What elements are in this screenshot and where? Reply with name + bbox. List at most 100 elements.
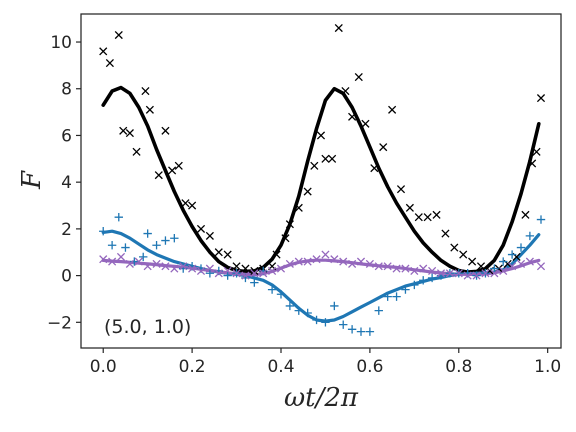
data-point (196, 224, 206, 233)
x-tick-label: 0.0 (90, 357, 117, 377)
data-point (312, 255, 321, 264)
x-axis: 0.0 0.2 0.4 0.6 0.8 1.0 (90, 348, 561, 377)
data-point (125, 259, 134, 268)
data-point (241, 264, 250, 273)
data-point (181, 199, 190, 208)
data-point (268, 266, 277, 275)
data-point (441, 229, 450, 238)
data-point (365, 259, 374, 268)
data-point (99, 227, 108, 236)
data-point (508, 262, 517, 271)
data-point (250, 269, 259, 278)
data-point (374, 306, 383, 315)
data-point (154, 171, 163, 180)
annotation-label: (5.0, 1.0) (104, 316, 191, 338)
data-point (99, 255, 108, 264)
data-point (108, 257, 117, 266)
data-point (267, 285, 277, 294)
data-point (476, 262, 486, 271)
data-point (472, 271, 481, 280)
data-point (348, 259, 357, 268)
data-point (214, 248, 223, 257)
data-point (536, 215, 546, 224)
data-point (414, 213, 423, 222)
data-point (423, 213, 432, 222)
data-point (205, 269, 215, 278)
data-point (507, 250, 517, 259)
data-point (401, 264, 410, 273)
data-point (521, 210, 530, 219)
y-tick-label: 6 (61, 126, 72, 146)
data-point (354, 73, 363, 82)
data-point (303, 187, 312, 196)
data-point (170, 264, 179, 273)
data-point (356, 257, 366, 266)
y-axis-label: F (17, 170, 47, 190)
data-point (114, 30, 123, 40)
data-point (432, 210, 441, 219)
data-point (125, 129, 134, 138)
x-tick-label: 0.8 (445, 357, 472, 377)
data-point (379, 143, 388, 152)
data-point (459, 250, 468, 259)
data-point (410, 280, 419, 290)
x-tick-label: 0.2 (179, 357, 206, 377)
data-point (347, 325, 357, 334)
data-point (143, 229, 152, 238)
data-point (161, 126, 170, 135)
data-point (321, 154, 330, 163)
data-point (330, 301, 339, 311)
y-tick-label: 4 (61, 173, 72, 193)
data-point (516, 243, 526, 252)
data-point (427, 273, 437, 283)
data-point (174, 161, 183, 170)
data-point (321, 318, 330, 327)
data-point (339, 257, 348, 266)
data-point (143, 262, 152, 271)
data-point (450, 243, 459, 252)
data-point (490, 264, 499, 273)
data-point (445, 269, 454, 278)
y-axis: −2 0 2 4 6 8 10 (47, 33, 81, 333)
data-point (205, 264, 214, 273)
data-point (303, 257, 312, 266)
data-point (132, 147, 141, 156)
data-point (463, 271, 472, 280)
data-point (272, 250, 281, 259)
data-point (341, 87, 350, 96)
data-point (383, 292, 392, 301)
data-point (285, 259, 294, 268)
y-tick-label: 0 (61, 267, 72, 287)
data-point (428, 266, 437, 275)
data-point (134, 257, 143, 266)
data-point (232, 269, 241, 278)
data-point (348, 112, 357, 121)
data-point (392, 292, 401, 301)
data-point (196, 266, 206, 275)
data-point (374, 262, 383, 271)
x-tick-label: 0.6 (356, 357, 383, 377)
y-tick-label: 2 (61, 220, 72, 240)
data-point (303, 308, 312, 318)
data-point (499, 266, 508, 275)
data-point (392, 264, 401, 273)
axes-frame (80, 13, 562, 349)
data-point (168, 166, 177, 175)
data-point (223, 271, 232, 280)
data-point (107, 241, 117, 250)
data-point (436, 269, 446, 278)
data-point (536, 262, 546, 271)
x-tick-label: 0.4 (267, 357, 294, 377)
data-point (119, 126, 128, 135)
data-point (116, 252, 126, 261)
data-point (214, 269, 223, 278)
y-tick-label: 10 (50, 33, 72, 53)
data-point (328, 154, 337, 163)
data-point (388, 105, 397, 114)
data-point (536, 94, 546, 103)
data-point (361, 119, 370, 128)
x-tick-label: 1.0 (534, 357, 561, 377)
data-point (525, 257, 534, 266)
data-point (310, 161, 319, 170)
